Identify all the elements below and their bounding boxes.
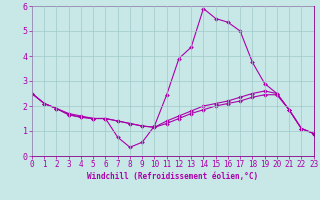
X-axis label: Windchill (Refroidissement éolien,°C): Windchill (Refroidissement éolien,°C) xyxy=(87,172,258,181)
